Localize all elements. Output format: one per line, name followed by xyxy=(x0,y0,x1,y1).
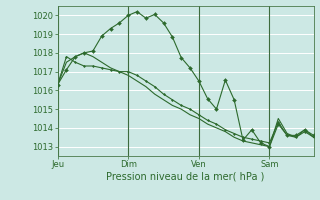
X-axis label: Pression niveau de la mer( hPa ): Pression niveau de la mer( hPa ) xyxy=(107,172,265,182)
